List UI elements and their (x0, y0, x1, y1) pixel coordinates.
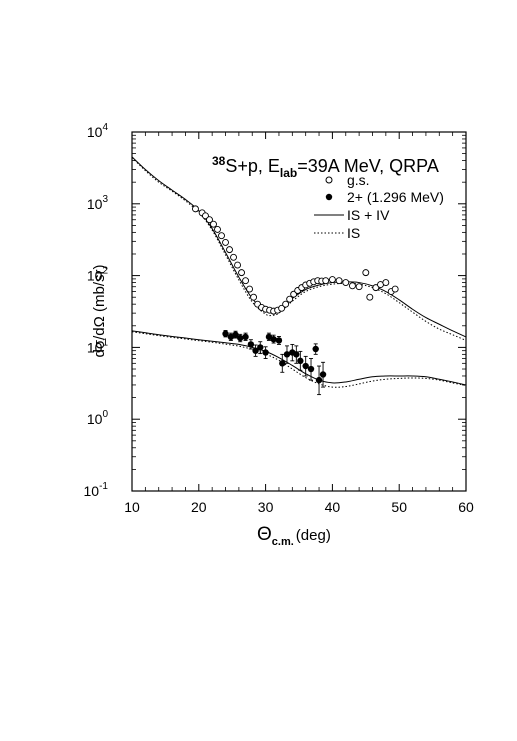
gs-data-points (192, 205, 399, 315)
legend-gs-label: g.s. (347, 172, 370, 188)
gs-data-point (372, 284, 380, 292)
gs-data-point (192, 205, 199, 213)
y-tick-label: 100 (87, 409, 109, 427)
gs-data-point (348, 282, 356, 290)
x-tick-label: 10 (124, 499, 140, 515)
excited-data-points (222, 330, 327, 396)
excited-data-point (247, 341, 255, 348)
gs-data-point (382, 279, 390, 287)
curve-excited-is-plus-iv (131, 330, 467, 386)
excited-data-point (293, 351, 300, 358)
excited-data-point (270, 336, 277, 343)
gs-data-point (322, 277, 330, 285)
excited-data-point (312, 345, 319, 353)
gs-data-point (246, 285, 254, 293)
excited-data-point (232, 331, 239, 338)
title-reaction: S+p, E (225, 156, 280, 176)
excited-data-point (283, 351, 291, 358)
excited-data-point (279, 360, 286, 367)
y-tick-label: 101 (87, 337, 109, 355)
gs-data-point (286, 295, 294, 303)
gs-data-point (214, 225, 221, 233)
gs-data-point (328, 276, 336, 284)
gs-data-point (278, 304, 286, 312)
gs-data-point (230, 253, 237, 261)
gs-data-point (362, 269, 370, 277)
legend-excited-marker (325, 193, 333, 201)
x-tick-label: 40 (325, 499, 341, 515)
excited-data-point (257, 344, 264, 351)
curve-excited-is (131, 331, 467, 388)
excited-data-point (302, 362, 309, 370)
legend-excited-label: 2+ (1.296 MeV) (347, 189, 444, 205)
x-tick-label: 50 (391, 499, 407, 515)
legend: g.s. 2+ (1.296 MeV) IS + IV IS (314, 172, 444, 241)
gs-data-point (242, 277, 250, 285)
excited-data-point (315, 376, 323, 384)
y-tick-label: 104 (87, 122, 109, 140)
gs-data-point (366, 293, 374, 301)
x-axis-ticks: 10 20 30 40 50 60 (124, 132, 474, 515)
x-axis-symbol: Θ (257, 524, 272, 545)
x-axis-unit: (deg) (296, 527, 331, 544)
chart-title: 38S+p, Elab=39A MeV, QRPA (212, 154, 439, 180)
excited-data-point (319, 371, 327, 378)
gs-data-point (250, 293, 258, 301)
minor-ticks (132, 132, 466, 491)
y-axis-title: dσ/dΩ (mb/sr) (91, 265, 108, 358)
legend-is-label: IS (347, 225, 360, 241)
x-axis-subscript: c.m. (272, 536, 294, 548)
gs-data-point (234, 261, 241, 269)
excited-data-point (262, 349, 269, 356)
axes: 10 20 30 40 50 60 10-1 100 101 102 103 104 (84, 122, 474, 515)
title-isotope-mass: 38 (212, 154, 226, 168)
legend-is-iv-label: IS + IV (347, 207, 390, 223)
title-energy-subscript: lab (280, 166, 297, 180)
excited-data-point (242, 333, 249, 341)
y-axis-ticks: 10-1 100 101 102 103 104 (84, 122, 466, 499)
gs-data-point (335, 277, 343, 285)
y-tick-label: 10-1 (84, 481, 109, 499)
gs-data-point (238, 269, 246, 277)
x-tick-label: 60 (458, 499, 474, 515)
gs-data-point (202, 212, 209, 220)
y-tick-label: 103 (87, 194, 109, 212)
gs-data-point (206, 216, 213, 224)
gs-data-point (282, 300, 290, 308)
x-tick-label: 20 (191, 499, 207, 515)
excited-data-point (252, 347, 259, 354)
excited-data-point (307, 365, 315, 373)
gs-data-point (391, 285, 399, 293)
y-tick-label: 102 (87, 266, 109, 284)
x-tick-label: 30 (258, 499, 274, 515)
excited-data-point (222, 330, 229, 337)
excited-data-point (297, 357, 304, 365)
excited-data-point (237, 334, 244, 342)
excited-data-point (275, 337, 283, 344)
legend-gs-marker (325, 176, 333, 184)
gs-data-point (210, 220, 217, 228)
curve-gs-is-plus-iv (131, 156, 467, 338)
gs-data-point (222, 238, 229, 246)
curve-gs-is (131, 157, 467, 341)
title-energy-rest: =39A MeV, QRPA (297, 156, 439, 176)
gs-data-point (218, 232, 225, 240)
x-axis-title: Θc.m. (deg) (257, 524, 331, 548)
gs-data-point (342, 279, 350, 287)
gs-data-point (226, 246, 233, 254)
gs-data-point (355, 283, 363, 291)
plot-frame (131, 131, 467, 492)
